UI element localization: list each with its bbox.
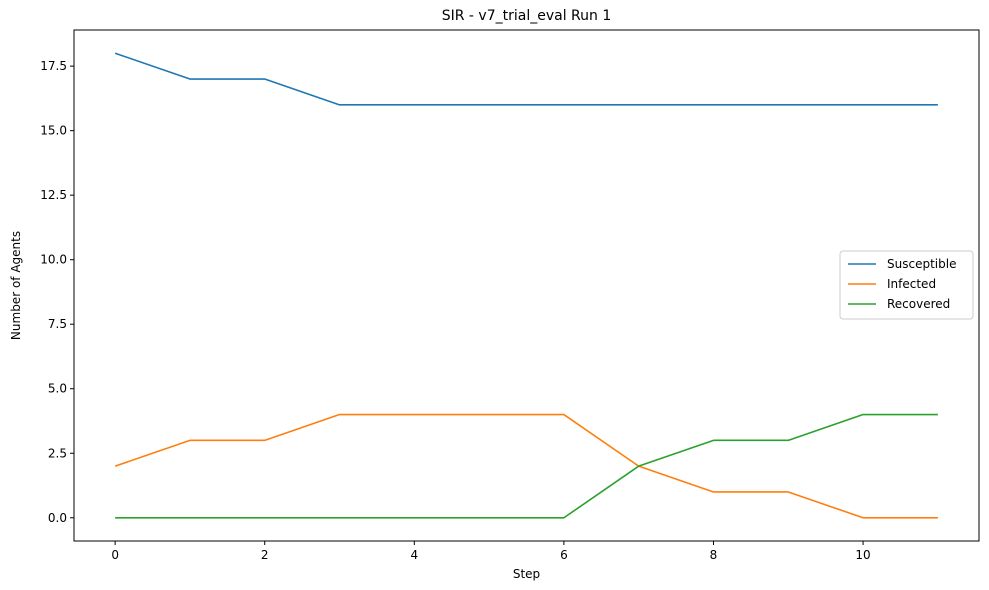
y-axis-label: Number of Agents [9,231,23,340]
y-tick-label: 15.0 [40,124,67,138]
legend-label-susceptible: Susceptible [887,257,956,271]
y-tick-label: 2.5 [48,446,67,460]
legend-label-recovered: Recovered [887,297,950,311]
y-tick-label: 0.0 [48,511,67,525]
series-line-susceptible [114,52,938,106]
legend-box [839,250,974,320]
x-tick-label: 0 [111,548,119,562]
y-axis: 0.0 2.5 5.0 7.5 10.0 12.5 15.0 17.5 [40,59,74,525]
y-tick-label: 17.5 [40,59,67,73]
x-tick-label: 10 [855,548,870,562]
y-tick-label: 10.0 [40,253,67,267]
x-axis-label: Step [513,567,540,581]
x-tick-label: 4 [410,548,418,562]
y-tick-label: 7.5 [48,317,67,331]
chart-title: SIR - v7_trial_eval Run 1 [442,8,612,24]
series-line-recovered [115,413,938,519]
x-axis: 0 2 4 6 8 10 [111,541,871,562]
y-tick-label: 5.0 [48,382,67,396]
plot-area [73,29,980,542]
x-tick-label: 6 [560,548,568,562]
y-tick-label: 12.5 [40,188,67,202]
x-tick-label: 2 [261,548,269,562]
series-line-infected [114,413,938,519]
plot-frame [73,29,980,542]
x-tick-label: 8 [710,548,718,562]
legend: Susceptible Infected Recovered [839,250,974,320]
series-layer [114,52,938,519]
legend-label-infected: Infected [887,277,936,291]
